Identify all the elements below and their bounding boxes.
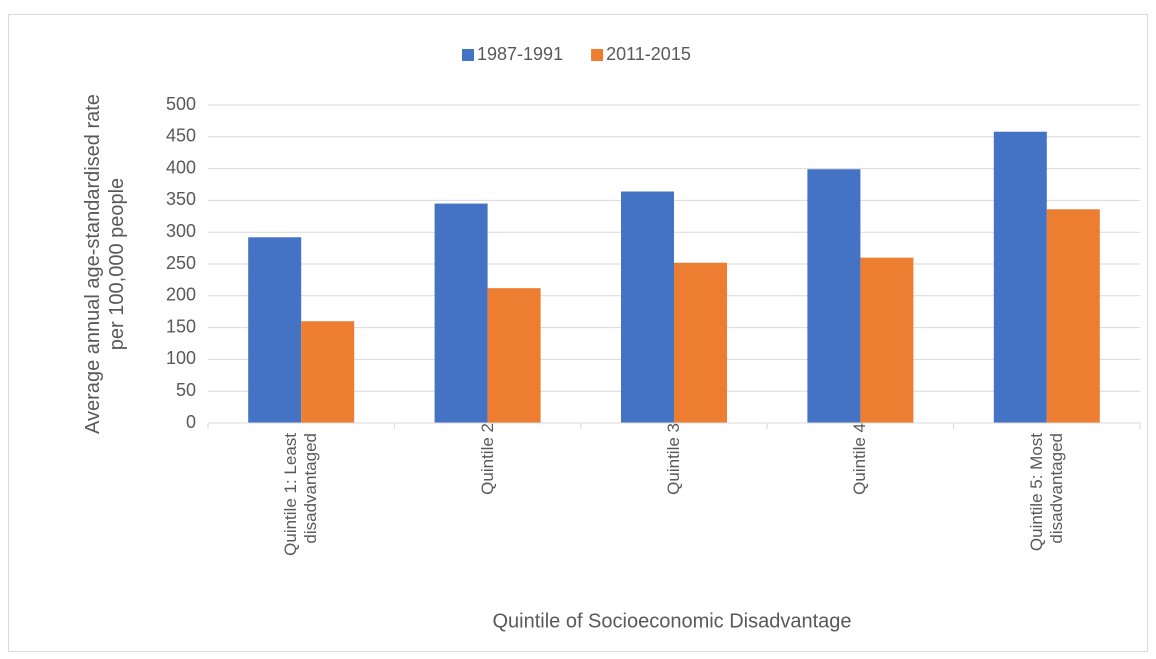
bar bbox=[860, 257, 914, 423]
x-tick-label: Quintile 1: Least disadvantaged bbox=[281, 433, 321, 556]
y-tick-label: 500 bbox=[166, 94, 196, 114]
bar bbox=[301, 321, 355, 423]
y-tick-label: 400 bbox=[166, 157, 196, 177]
bar bbox=[993, 131, 1047, 423]
x-tick-label: Quintile 3 bbox=[664, 423, 683, 495]
y-tick-label: 0 bbox=[186, 412, 196, 432]
x-tick-label: Quintile 2 bbox=[477, 423, 497, 495]
bar bbox=[1046, 209, 1100, 423]
legend-swatch bbox=[591, 49, 604, 61]
legend-swatch bbox=[462, 49, 474, 61]
y-tick-label: 250 bbox=[166, 253, 196, 273]
y-axis-title: Average annual age-standardised rate per… bbox=[82, 94, 128, 434]
bar bbox=[674, 262, 727, 423]
y-tick-label: 150 bbox=[166, 316, 196, 336]
bar bbox=[434, 203, 488, 423]
chart-border bbox=[8, 14, 1148, 652]
bar bbox=[248, 237, 302, 423]
y-tick-label: 300 bbox=[166, 221, 196, 241]
y-tick-label: 100 bbox=[166, 348, 196, 368]
x-tick-label: Quintile 4 bbox=[850, 423, 870, 495]
y-tick-label: 50 bbox=[176, 380, 196, 400]
y-tick-label: 450 bbox=[166, 126, 196, 146]
bar bbox=[807, 169, 861, 423]
bar bbox=[487, 288, 541, 423]
x-tick-label: Quintile 5: Most disadvantaged bbox=[1026, 433, 1066, 552]
bar bbox=[621, 191, 674, 423]
x-axis-title: Quintile of Socioeconomic Disadvantage bbox=[492, 610, 851, 632]
legend-label: 1987-1991 bbox=[477, 44, 563, 64]
y-tick-label: 350 bbox=[166, 189, 196, 209]
y-tick-label: 200 bbox=[166, 285, 196, 305]
legend-label: 2011-2015 bbox=[606, 44, 691, 64]
